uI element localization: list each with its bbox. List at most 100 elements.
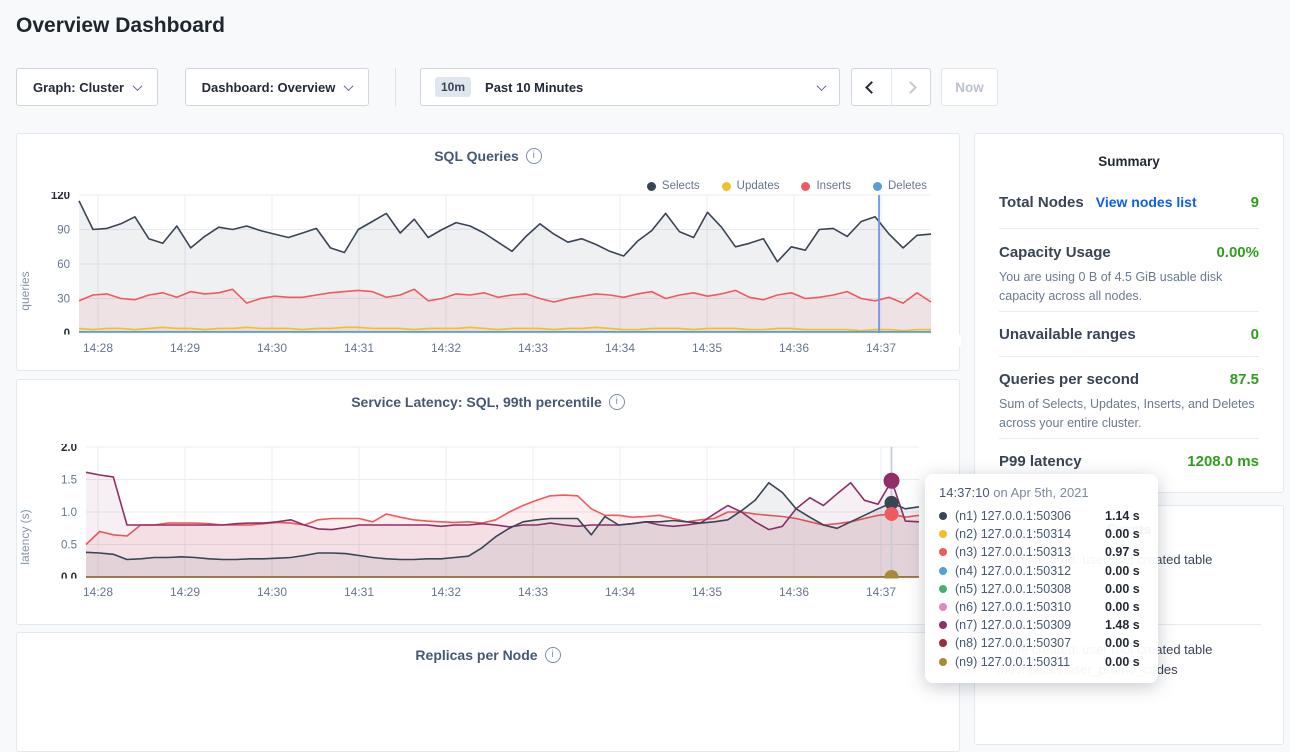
tooltip-node-value: 0.00 s	[1105, 654, 1140, 669]
legend-label: Inserts	[816, 180, 851, 192]
y-tick-label: 1.0	[61, 507, 77, 519]
chart-title: Service Latency: SQL, 99th percentile	[351, 394, 602, 410]
graph-dropdown-label: Graph: Cluster	[32, 79, 124, 95]
node-color-dot-icon	[939, 639, 947, 648]
legend-item-selects[interactable]: Selects	[646, 180, 700, 192]
legend-label: Updates	[736, 180, 780, 192]
divider	[999, 438, 1259, 439]
queries-per-second-label: Queries per second	[999, 371, 1140, 388]
tooltip-node-address: (n3) 127.0.0.1:50313	[955, 545, 1072, 560]
tooltip-node-address: (n8) 127.0.0.1:50307	[955, 636, 1072, 651]
tooltip-date: on Apr 5th, 2021	[989, 485, 1089, 500]
summary-row-p99: P99 latency 1208.0 ms	[999, 453, 1259, 470]
tooltip-node-address: (n5) 127.0.0.1:50308	[955, 581, 1072, 596]
tooltip-row: (n4) 127.0.0.1:50312 0.00 s	[939, 562, 1144, 580]
node-color-dot-icon	[939, 512, 947, 521]
chevron-left-icon	[864, 80, 878, 94]
x-tick-label: 14:34	[605, 585, 635, 599]
chart-title: SQL Queries	[434, 148, 519, 164]
capacity-usage-value: 0.00%	[1216, 244, 1259, 261]
summary-heading: Summary	[1098, 154, 1160, 169]
divider	[999, 311, 1259, 312]
series-area-Selects	[79, 200, 931, 333]
info-icon[interactable]	[608, 394, 625, 410]
tooltip-row: (n1) 127.0.0.1:50306 1.14 s	[939, 507, 1144, 525]
y-tick-label: 60	[57, 259, 70, 271]
sql-queries-plot: 120 90 60 30 0 14:28 14:29 14:30 14:31 14:32 14:33…	[17, 190, 969, 365]
chart-legend: Selects Updates Inserts Deletes	[646, 180, 927, 192]
legend-dot-icon	[646, 181, 656, 191]
series-area-Inserts	[79, 289, 931, 333]
y-tick-label: 30	[57, 294, 70, 306]
x-tick-label: 14:28	[83, 585, 113, 599]
legend-label: Selects	[661, 180, 700, 192]
node-color-dot-icon	[939, 548, 947, 557]
time-range-badge: 10m	[435, 77, 472, 97]
time-range-label: Past 10 Minutes	[485, 79, 584, 95]
tooltip-node-value: 0.97 s	[1105, 545, 1140, 560]
series-line-Updates	[78, 326, 931, 332]
legend-item-deletes[interactable]: Deletes	[873, 180, 927, 192]
service-latency-plot: 2.0 1.5 1.0 0.5 0.0 14:28 14:29 14:30 14:31 14:32…	[17, 442, 969, 609]
replicas-per-node-card: Replicas per Node	[16, 632, 960, 752]
y-tick-label: 90	[57, 225, 70, 237]
info-icon[interactable]	[525, 148, 542, 164]
x-tick-label: 14:37	[866, 341, 896, 355]
tooltip-row: (n7) 127.0.0.1:50309 1.48 s	[939, 616, 1144, 634]
summary-row-qps: Queries per second 87.5	[999, 371, 1259, 388]
series-line-Selects	[78, 200, 932, 263]
node-color-dot-icon	[939, 584, 947, 593]
legend-label: Deletes	[888, 180, 927, 192]
x-tick-label: 14:34	[605, 341, 635, 355]
tooltip-row: (n2) 127.0.0.1:50314 0.00 s	[939, 525, 1144, 543]
tooltip-node-value: 0.00 s	[1105, 600, 1140, 615]
y-tick-label: 0.5	[61, 540, 77, 552]
legend-dot-icon	[721, 181, 731, 191]
summary-row-total-nodes: Total Nodes View nodes list 9	[999, 194, 1259, 211]
now-button[interactable]: Now	[941, 68, 998, 106]
capacity-usage-label: Capacity Usage	[999, 244, 1111, 261]
x-tick-label: 14:32	[431, 341, 461, 355]
chart-canvas[interactable]: 2.01.51.00.50.014:28 14:29 14:30 14:31 14:32…	[17, 442, 969, 604]
service-latency-card: Service Latency: SQL, 99th percentile la…	[16, 379, 969, 625]
time-range-dropdown[interactable]: 10m Past 10 Minutes	[420, 68, 840, 106]
x-tick-label: 14:29	[170, 341, 200, 355]
x-tick-label: 14:29	[170, 585, 200, 599]
hover-dot	[884, 506, 899, 521]
total-nodes-label: Total Nodes	[999, 194, 1084, 211]
info-icon[interactable]	[544, 647, 561, 663]
next-range-button[interactable]	[890, 69, 931, 105]
x-tick-label: 14:30	[257, 585, 287, 599]
capacity-usage-desc: You are using 0 B of 4.5 GiB usable disk…	[999, 270, 1223, 304]
legend-dot-icon	[873, 181, 882, 191]
queries-per-second-value: 87.5	[1229, 371, 1259, 388]
tooltip-node-value: 0.00 s	[1105, 636, 1140, 651]
chart-hover-tooltip: 14:37:10 on Apr 5th, 2021 (n1) 127.0.0.1…	[925, 474, 1158, 683]
x-tick-label: 14:31	[344, 341, 374, 355]
page-title: Overview Dashboard	[16, 14, 225, 37]
graph-dropdown[interactable]: Graph: Cluster	[16, 68, 158, 106]
chart-canvas[interactable]: 120 90 60 30 0 14:28 14:29 14:30 14:31 14:32 14:33…	[17, 190, 969, 360]
dashboard-dropdown[interactable]: Dashboard: Overview	[185, 68, 369, 106]
view-nodes-list-link[interactable]: View nodes list	[1095, 194, 1197, 210]
series-line-n7	[85, 471, 920, 531]
tooltip-node-address: (n7) 127.0.0.1:50309	[955, 618, 1072, 633]
axis-mask	[17, 334, 961, 347]
node-color-dot-icon	[939, 657, 947, 666]
tooltip-node-address: (n1) 127.0.0.1:50306	[955, 509, 1072, 524]
tooltip-node-value: 0.00 s	[1105, 527, 1140, 542]
chart-title: Replicas per Node	[415, 647, 538, 663]
tooltip-node-address: (n9) 127.0.0.1:50311	[955, 654, 1071, 669]
x-tick-label: 14:33	[518, 585, 548, 599]
tooltip-node-value: 1.48 s	[1105, 618, 1140, 633]
legend-item-updates[interactable]: Updates	[721, 180, 780, 192]
tooltip-node-value: 0.00 s	[1105, 581, 1140, 596]
now-button-label: Now	[955, 79, 984, 95]
legend-item-inserts[interactable]: Inserts	[801, 180, 851, 192]
unavailable-ranges-value: 0	[1250, 326, 1259, 343]
x-tick-label: 14:36	[779, 585, 809, 599]
tooltip-node-value: 1.14 s	[1105, 509, 1140, 524]
unavailable-ranges-label: Unavailable ranges	[999, 326, 1136, 343]
node-color-dot-icon	[939, 530, 947, 539]
prev-range-button[interactable]	[852, 69, 891, 105]
